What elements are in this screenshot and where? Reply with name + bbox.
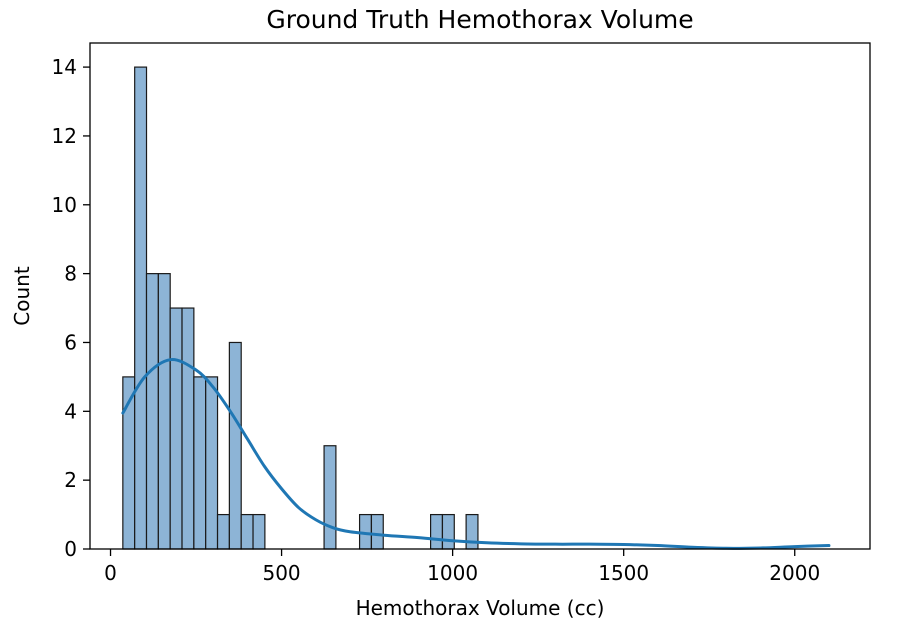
y-tick-label: 6 [64, 330, 77, 354]
histogram-bar [430, 513, 444, 550]
histogram-bar [323, 445, 337, 550]
y-axis-ticks: 0 2 4 6 8 10 12 14 [52, 55, 90, 561]
histogram-bar [205, 376, 219, 550]
histogram-bar [240, 513, 254, 550]
histogram-bar [157, 273, 171, 550]
histogram-bar [465, 513, 479, 550]
y-tick-label: 10 [52, 193, 77, 217]
x-tick-label: 1000 [427, 561, 478, 585]
x-tick-label: 500 [262, 561, 300, 585]
histogram-bar [145, 273, 159, 550]
histogram-bar [181, 307, 195, 550]
x-axis-label: Hemothorax Volume (cc) [356, 596, 605, 620]
y-tick-label: 14 [52, 55, 77, 79]
histogram-bar [134, 66, 148, 550]
chart-title: Ground Truth Hemothorax Volume [266, 5, 693, 34]
x-tick-label: 2000 [769, 561, 820, 585]
plot-frame [89, 42, 871, 550]
histogram-bars [122, 66, 479, 550]
x-tick-label: 0 [104, 561, 117, 585]
histogram-bar [216, 513, 230, 550]
kde-curve-layer [121, 358, 831, 550]
y-tick-label: 0 [64, 537, 77, 561]
x-axis-ticks: 0 500 1000 1500 2000 [104, 549, 820, 585]
histogram-bar [252, 513, 266, 550]
histogram-bar [169, 307, 183, 550]
histogram-bar [441, 513, 455, 550]
histogram-bar [193, 376, 207, 550]
kde-line [121, 358, 831, 550]
histogram-bar [228, 341, 242, 550]
histogram-bar [370, 513, 384, 550]
y-tick-label: 2 [64, 468, 77, 492]
y-tick-label: 12 [52, 124, 77, 148]
y-tick-label: 4 [64, 399, 77, 423]
y-tick-label: 8 [64, 262, 77, 286]
x-tick-label: 1500 [598, 561, 649, 585]
y-axis-label: Count [10, 266, 34, 326]
